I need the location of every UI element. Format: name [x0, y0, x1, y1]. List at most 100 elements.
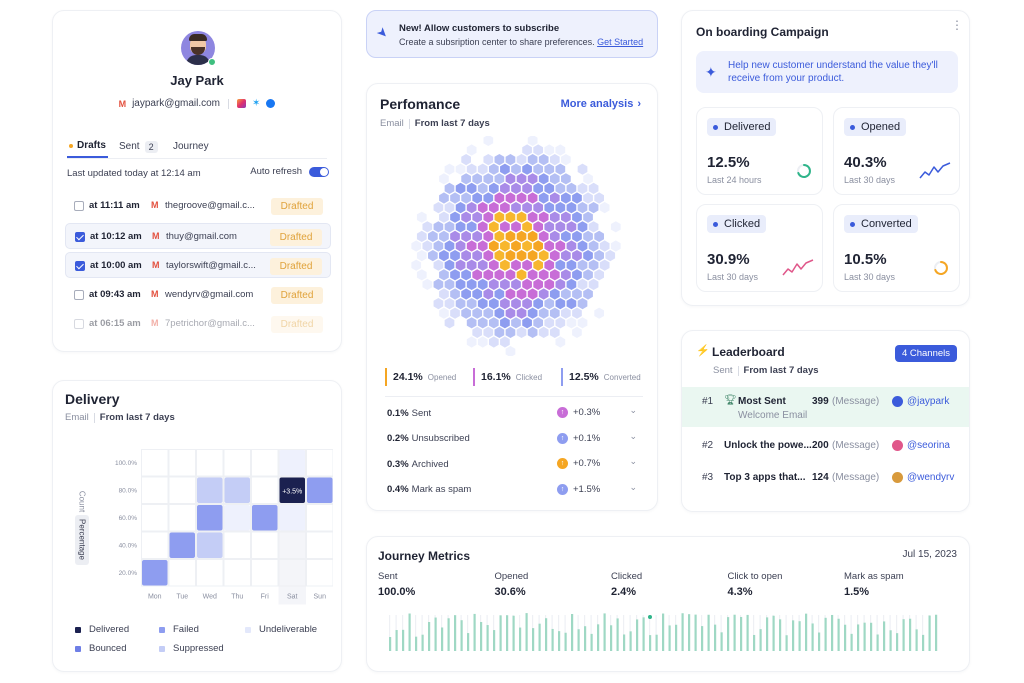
hex-cell[interactable] — [522, 202, 532, 214]
legend-item[interactable]: Delivered — [75, 624, 129, 635]
hex-cell[interactable] — [477, 317, 488, 329]
hex-cell[interactable] — [494, 211, 505, 223]
hex-cell[interactable] — [561, 230, 571, 242]
hex-cell[interactable] — [555, 221, 566, 233]
hex-cell[interactable] — [522, 144, 532, 156]
hex-cell[interactable] — [439, 269, 449, 281]
hex-cell[interactable] — [577, 163, 588, 175]
performance-filter-value[interactable]: From last 7 days — [414, 118, 490, 129]
legend-item[interactable]: Failed — [159, 624, 199, 635]
hex-cell[interactable] — [505, 192, 516, 204]
hex-cell[interactable] — [455, 278, 466, 290]
hex-cell[interactable] — [549, 269, 560, 281]
hex-cell[interactable] — [555, 336, 566, 348]
hex-cell[interactable] — [527, 250, 538, 262]
more-options-icon[interactable]: ⋮ — [951, 18, 963, 32]
hex-cell[interactable] — [483, 173, 494, 185]
hex-cell[interactable] — [583, 250, 593, 262]
heatmap-cell[interactable] — [197, 532, 223, 559]
hex-cell[interactable] — [488, 182, 499, 194]
hex-cell[interactable] — [577, 317, 588, 329]
hex-cell[interactable] — [433, 240, 444, 252]
chevron-down-icon[interactable]: ⌄ — [629, 430, 637, 441]
user-handle[interactable]: @seorina — [907, 440, 950, 451]
hex-cell[interactable] — [516, 154, 527, 166]
hex-cell[interactable] — [422, 278, 433, 290]
hex-cell[interactable] — [461, 173, 471, 185]
hex-cell[interactable] — [422, 221, 433, 233]
hex-cell[interactable] — [500, 298, 510, 310]
hex-cell[interactable] — [583, 269, 593, 281]
hex-cell[interactable] — [594, 230, 604, 242]
hex-cell[interactable] — [477, 202, 488, 214]
hex-cell[interactable] — [433, 259, 444, 271]
hex-cell[interactable] — [527, 269, 538, 281]
hex-cell[interactable] — [544, 278, 555, 290]
hex-cell[interactable] — [588, 278, 599, 290]
heatmap-cell[interactable] — [252, 505, 278, 531]
hex-cell[interactable] — [494, 173, 505, 185]
hex-cell[interactable] — [505, 250, 516, 262]
hex-cell[interactable] — [599, 259, 610, 271]
chevron-down-icon[interactable]: ⌄ — [629, 456, 637, 466]
hex-cell[interactable] — [500, 202, 510, 214]
leaderboard-row[interactable]: #1 🏆︎ Most Sent Welcome Email 399 (Message) @j… — [682, 387, 969, 427]
hex-cell[interactable] — [500, 259, 510, 271]
hex-cell[interactable] — [450, 192, 460, 204]
hex-cell[interactable] — [516, 230, 527, 242]
hex-cell[interactable] — [466, 298, 477, 310]
hex-cell[interactable] — [511, 259, 521, 271]
hex-cell[interactable] — [472, 250, 483, 262]
facebook-icon[interactable] — [266, 99, 276, 108]
hex-cell[interactable] — [461, 192, 471, 204]
hex-cell[interactable] — [494, 269, 505, 281]
hex-cell[interactable] — [555, 317, 566, 329]
hex-cell[interactable] — [516, 192, 527, 204]
hex-cell[interactable] — [555, 259, 566, 271]
leaderboard-row[interactable]: #3 Top 3 apps that... 124 (Message) @wendyrv — [682, 463, 969, 493]
hex-cell[interactable] — [566, 259, 577, 271]
hex-cell[interactable] — [494, 192, 505, 204]
metric-row[interactable]: 0.1% Sent ↑ +0.3% ⌄ — [387, 402, 643, 424]
hex-cell[interactable] — [538, 307, 549, 319]
hex-cell[interactable] — [583, 192, 593, 204]
hex-cell[interactable] — [483, 250, 494, 262]
hex-cell[interactable] — [411, 240, 422, 252]
twitter-icon[interactable]: ✶ — [252, 98, 261, 109]
hex-cell[interactable] — [555, 240, 566, 252]
hex-cell[interactable] — [472, 288, 483, 300]
hex-cell[interactable] — [566, 202, 577, 214]
hex-cell[interactable] — [538, 250, 549, 262]
hex-cell[interactable] — [461, 211, 471, 223]
channels-button[interactable]: 4 Channels — [894, 345, 957, 362]
hex-cell[interactable] — [549, 326, 560, 338]
hex-cell[interactable] — [522, 163, 532, 175]
campaign-stat-card[interactable]: Delivered 12.5% Last 24 hours — [696, 107, 823, 195]
hex-cell[interactable] — [439, 192, 449, 204]
heatmap-cell[interactable] — [197, 477, 223, 504]
hex-cell[interactable] — [566, 240, 577, 252]
hex-cell[interactable] — [433, 202, 444, 214]
hex-cell[interactable] — [533, 163, 544, 175]
hex-cell[interactable] — [477, 182, 488, 194]
hex-cell[interactable] — [566, 221, 577, 233]
hex-cell[interactable] — [488, 202, 499, 214]
hex-cell[interactable] — [511, 163, 521, 175]
hex-cell[interactable] — [522, 317, 532, 329]
hex-cell[interactable] — [527, 211, 538, 223]
hex-cell[interactable] — [555, 182, 566, 194]
hex-cell[interactable] — [466, 278, 477, 290]
hex-cell[interactable] — [561, 307, 571, 319]
hex-cell[interactable] — [500, 240, 510, 252]
hex-cell[interactable] — [433, 298, 444, 310]
hex-cell[interactable] — [444, 298, 455, 310]
hex-cell[interactable] — [455, 298, 466, 310]
chevron-down-icon[interactable]: ⌄ — [629, 405, 637, 415]
hex-cell[interactable] — [483, 211, 494, 223]
hex-cell[interactable] — [538, 211, 549, 223]
hex-cell[interactable] — [566, 317, 577, 329]
heatmap-cell[interactable] — [142, 560, 168, 586]
hex-cell[interactable] — [527, 307, 538, 319]
